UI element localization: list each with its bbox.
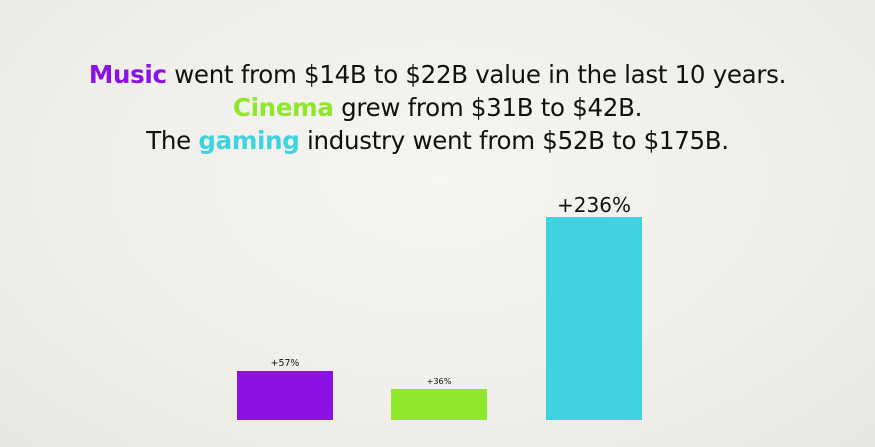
cinema-sentence: grew from $31B to $42B. xyxy=(333,93,643,122)
data-label-music: +57% xyxy=(271,358,300,369)
headline: Music went from $14B to $22B value in th… xyxy=(0,58,875,157)
music-highlight: Music xyxy=(88,60,167,89)
headline-line-gaming: The gaming industry went from $52B to $1… xyxy=(0,124,875,157)
bar-gaming xyxy=(546,217,642,420)
data-label-gaming: +236% xyxy=(557,193,631,217)
music-sentence: went from $14B to $22B value in the last… xyxy=(166,60,787,89)
gaming-highlight: gaming xyxy=(198,126,300,155)
bar-cinema xyxy=(391,389,487,420)
gaming-sentence: industry went from $52B to $175B. xyxy=(299,126,729,155)
gaming-sentence-prefix: The xyxy=(146,126,199,155)
bar-music xyxy=(237,370,333,420)
cinema-highlight: Cinema xyxy=(232,93,334,122)
headline-line-music: Music went from $14B to $22B value in th… xyxy=(0,58,875,91)
data-label-cinema: +36% xyxy=(427,376,452,386)
headline-line-cinema: Cinema grew from $31B to $42B. xyxy=(0,91,875,124)
